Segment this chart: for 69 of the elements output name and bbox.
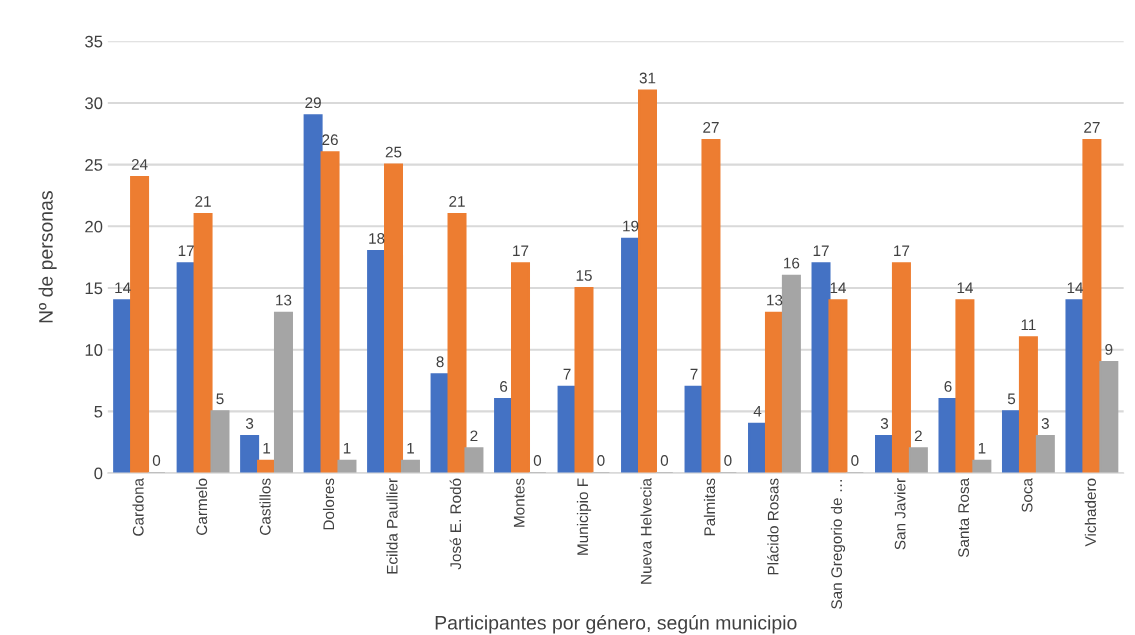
data-label: 15 (576, 270, 592, 281)
y-tick-label: 0 (94, 467, 103, 480)
data-label: 17 (894, 245, 910, 257)
y-tick-label: 10 (85, 344, 103, 356)
data-label: 1 (407, 442, 414, 454)
data-label: 6 (944, 381, 952, 392)
data-label: 14 (957, 282, 973, 294)
data-label: 9 (1105, 344, 1113, 355)
data-label: 1 (978, 442, 986, 454)
x-tick-label: San Javier (894, 478, 906, 550)
x-tick-label: Plácido Rosas (767, 478, 779, 575)
data-label: 0 (851, 455, 859, 466)
data-label: 27 (703, 121, 719, 133)
data-label: 3 (245, 418, 254, 429)
data-label: 25 (385, 146, 402, 158)
y-tick-label: 20 (85, 220, 103, 233)
y-tick-label: 25 (85, 159, 103, 171)
x-tick-label: Santa Rosa (958, 477, 970, 558)
x-tick-label: Carmelo (195, 478, 208, 535)
x-tick-label: Montes (513, 478, 525, 527)
data-label: 16 (784, 257, 800, 269)
y-tick-label: 5 (94, 405, 103, 418)
data-label: 13 (276, 294, 292, 306)
data-label: 1 (263, 442, 271, 454)
data-label: 2 (914, 430, 922, 442)
x-tick-label: Soca (1021, 477, 1033, 513)
data-label: 17 (813, 245, 829, 257)
y-axis-title: Nº de personas (38, 191, 57, 323)
data-label: 0 (597, 455, 605, 466)
data-label: 21 (195, 195, 211, 207)
data-label: 4 (753, 405, 762, 417)
data-label: 24 (131, 158, 148, 170)
data-label: 2 (470, 430, 478, 442)
data-label: 17 (513, 245, 529, 257)
y-tick-label: 35 (85, 35, 103, 48)
x-tick-label: Dolores (322, 478, 335, 530)
data-label: 7 (563, 368, 571, 380)
data-label: 0 (152, 455, 161, 466)
data-label: 7 (690, 368, 698, 380)
data-label: 11 (1021, 319, 1036, 331)
data-label: 5 (1007, 393, 1016, 405)
data-label: 27 (1084, 121, 1100, 133)
data-label: 31 (639, 72, 656, 84)
data-label: 13 (767, 294, 783, 306)
x-tick-label: Municipio F (576, 478, 592, 555)
data-label: 0 (660, 455, 669, 466)
y-tick-label: 30 (85, 97, 103, 110)
x-tick-label: Castillos (259, 478, 271, 535)
x-axis-title: Participantes por género, según municipio (435, 615, 797, 634)
data-label: 8 (436, 356, 444, 368)
data-label: 3 (880, 418, 889, 429)
data-label: 6 (500, 381, 508, 392)
x-tick-label: San Gregorio de … (830, 480, 846, 609)
x-tick-label: José E. Rodó (449, 478, 462, 570)
data-label: 3 (1041, 418, 1049, 429)
data-label: 1 (343, 442, 351, 454)
x-tick-label: Vichadero (1084, 478, 1097, 547)
data-label: 0 (724, 455, 732, 466)
data-label: 14 (830, 282, 846, 294)
x-tick-label: Palmitas (703, 478, 716, 536)
x-tick-label: Ecilda Paullier (386, 478, 398, 574)
data-label: 21 (449, 195, 465, 207)
data-label: 5 (216, 393, 224, 405)
data-label: 17 (178, 245, 194, 257)
x-tick-label: Cardona (132, 477, 144, 536)
y-tick-label: 15 (85, 282, 103, 295)
data-label: 29 (305, 97, 321, 109)
x-tick-label: Nueva Helvecia (640, 477, 652, 584)
data-label: 0 (533, 455, 542, 466)
